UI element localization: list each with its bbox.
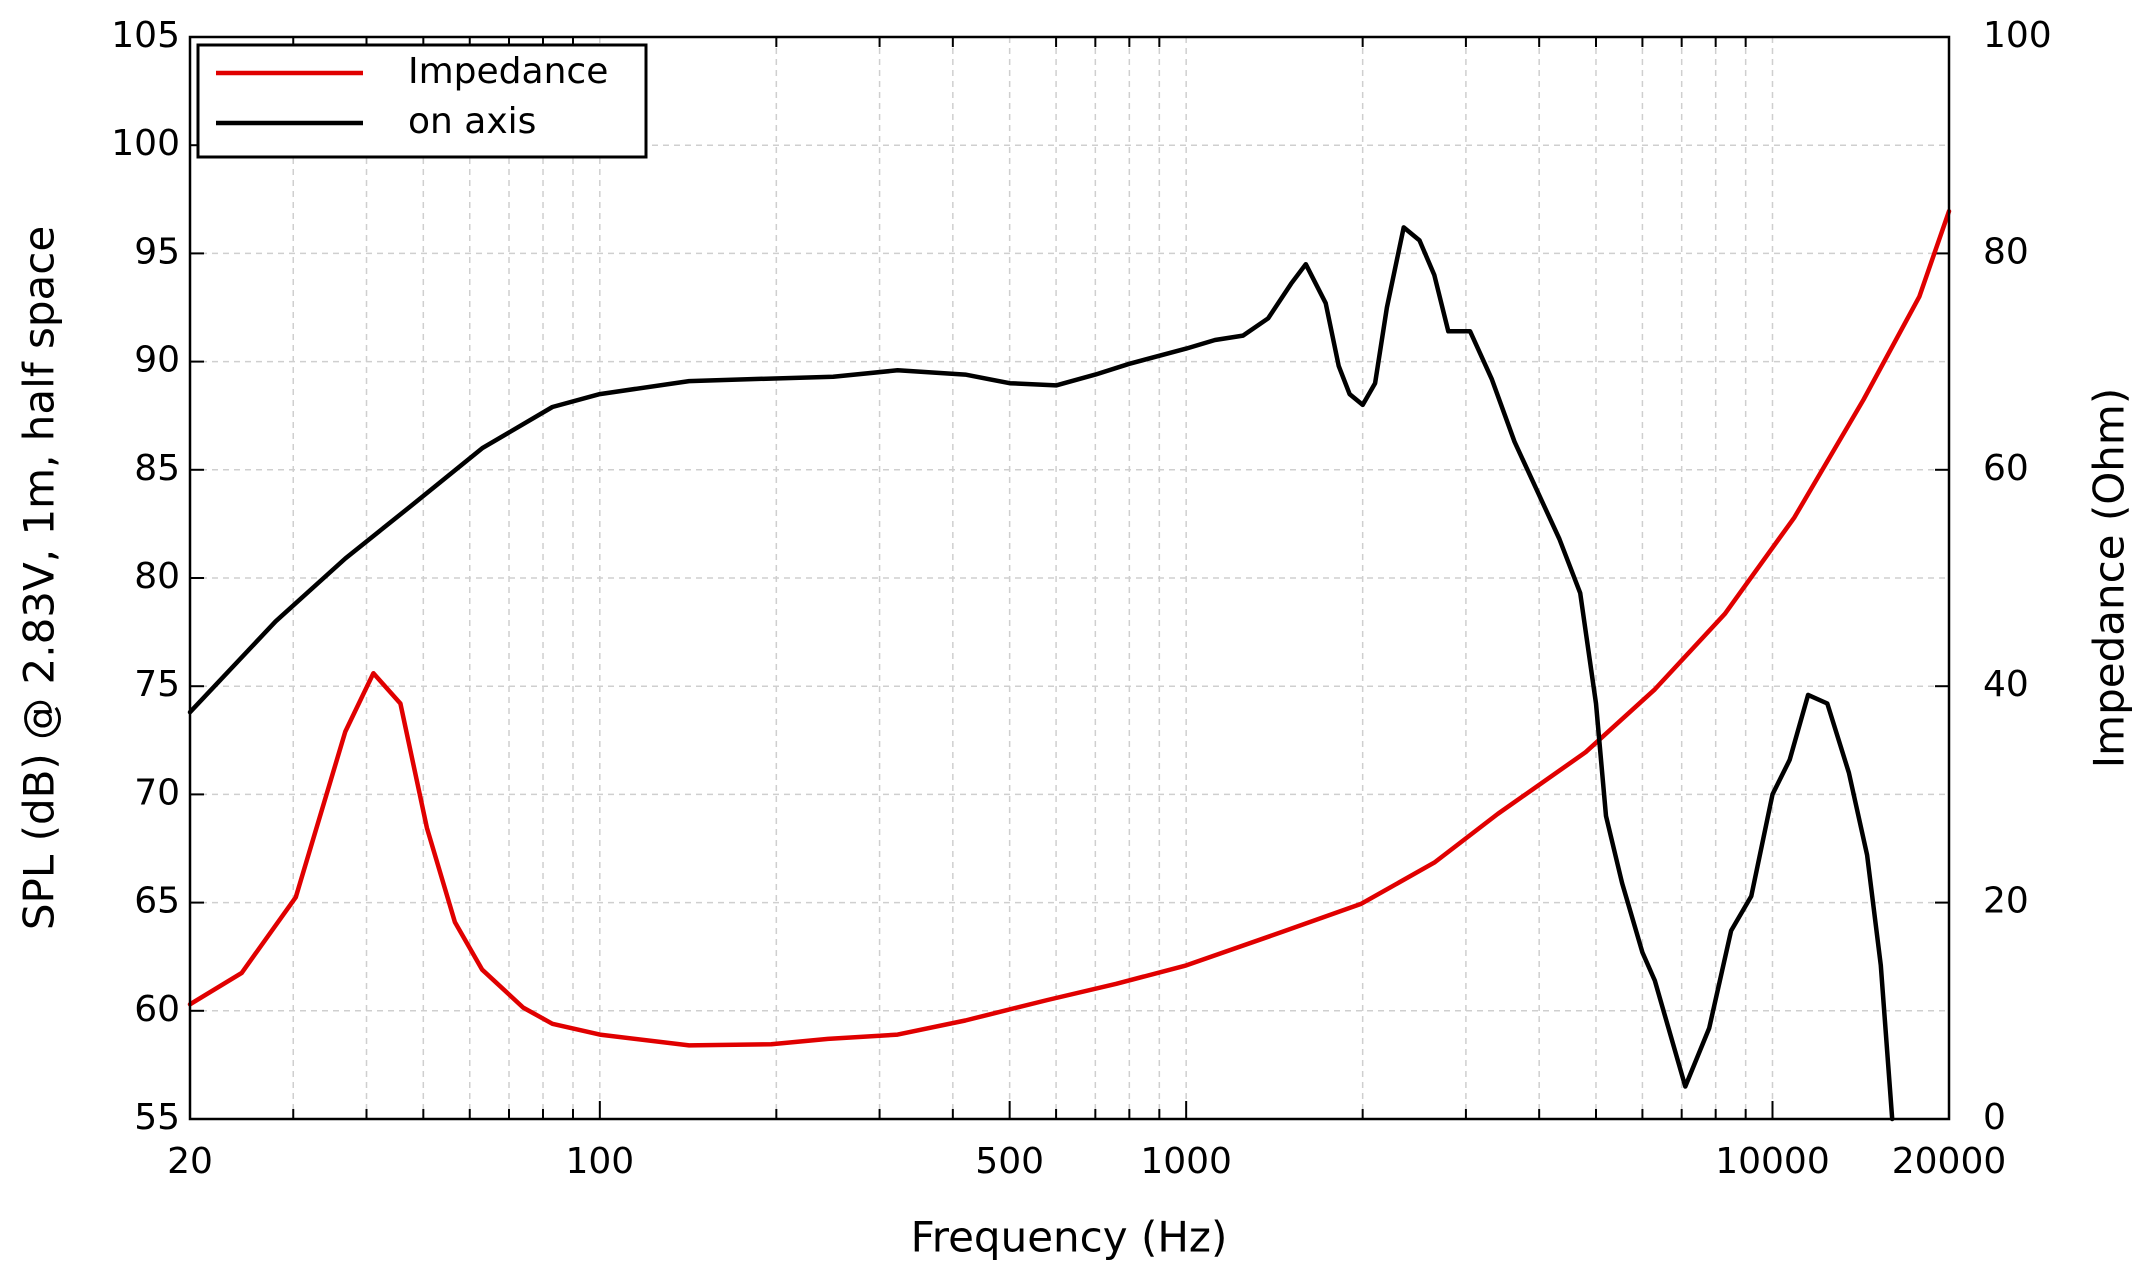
- line-series: [187, 225, 1895, 1122]
- y-axis-title: SPL (dB) @ 2.83V, 1m, half space: [15, 226, 64, 930]
- x-tick-label: 20: [167, 1141, 213, 1182]
- y-tick-label: 55: [134, 1097, 180, 1138]
- y2-tick-label: 20: [1983, 881, 2029, 922]
- y-tick-label: 95: [134, 231, 180, 272]
- legend-label: on axis: [408, 101, 536, 142]
- y-tick-label: 90: [134, 340, 180, 381]
- plot-frame: [188, 35, 1951, 1121]
- legend-box: [196, 43, 648, 159]
- y2-tick-label: 0: [1983, 1097, 2006, 1138]
- y2-tick-label: 40: [1983, 664, 2029, 705]
- x-tick-label: 100: [565, 1141, 634, 1182]
- y-tick-label: 100: [111, 123, 180, 164]
- y-tick-label: 105: [111, 15, 180, 56]
- y2-tick-label: 60: [1983, 448, 2029, 489]
- y-tick-label: 85: [134, 448, 180, 489]
- y2-tick-label: 80: [1983, 231, 2029, 272]
- y-tick-label: 60: [134, 989, 180, 1030]
- y-tick-label: 80: [134, 556, 180, 597]
- x-tick-label: 10000: [1715, 1141, 1830, 1182]
- y2-axis-title: Impedance (Ohm): [2085, 388, 2134, 768]
- x-axis-title: Frequency (Hz): [911, 1213, 1228, 1262]
- x-tick-label: 500: [975, 1141, 1044, 1182]
- line-series: [187, 208, 1952, 1048]
- y-tick-label: 70: [134, 772, 180, 813]
- x-tick-label: 20000: [1892, 1141, 2007, 1182]
- legend-label: Impedance: [408, 51, 608, 92]
- y-tick-label: 65: [134, 881, 180, 922]
- x-tick-label: 1000: [1140, 1141, 1232, 1182]
- y-tick-label: 75: [134, 664, 180, 705]
- y2-tick-label: 100: [1983, 15, 2052, 56]
